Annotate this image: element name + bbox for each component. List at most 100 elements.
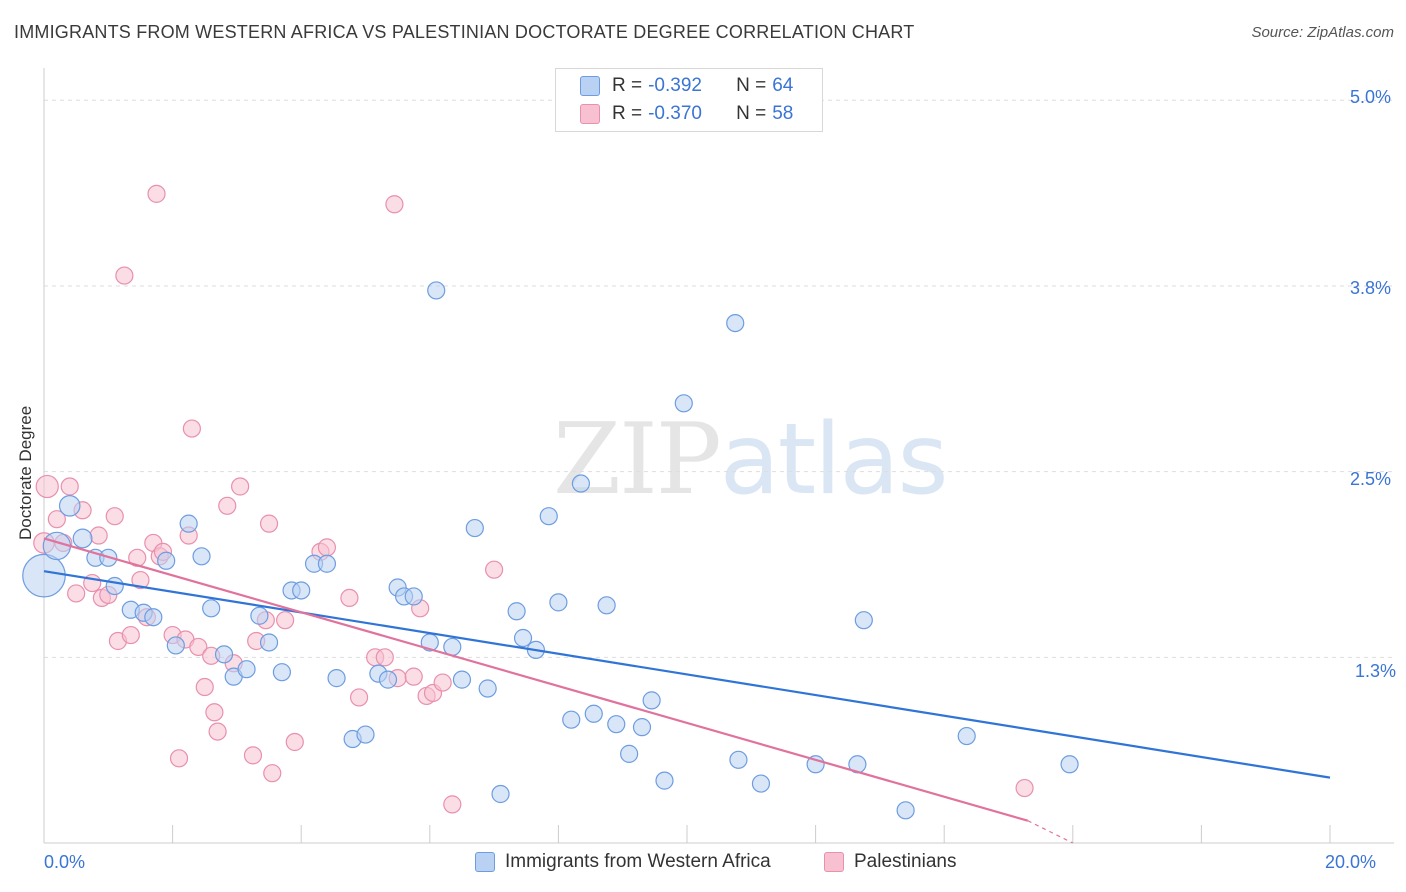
data-point xyxy=(237,660,256,679)
data-point xyxy=(22,553,66,598)
gridlines xyxy=(44,99,1394,658)
data-point xyxy=(655,771,674,790)
data-point xyxy=(58,495,81,517)
legend-n-label: N = xyxy=(736,103,767,124)
data-point xyxy=(443,795,462,814)
y-tick-label: 3.8% xyxy=(1350,278,1392,298)
data-point xyxy=(607,715,626,734)
trend-line-western-africa xyxy=(43,570,1331,779)
data-point xyxy=(427,281,446,300)
y-tick-label: 2.5% xyxy=(1350,469,1392,489)
data-point xyxy=(121,625,140,645)
data-point xyxy=(157,551,176,570)
data-point xyxy=(729,750,748,769)
data-point xyxy=(105,576,124,596)
series-swatch-blue xyxy=(475,852,495,872)
watermark-zip: ZIP xyxy=(553,403,722,517)
data-point xyxy=(465,518,484,538)
chart-title: IMMIGRANTS FROM WESTERN AFRICA VS PALEST… xyxy=(14,22,915,42)
data-point xyxy=(208,722,227,741)
data-point xyxy=(67,584,86,603)
data-point xyxy=(276,611,295,630)
legend-row-western-africa: R = -0.392 N = 64 xyxy=(580,72,793,100)
data-point xyxy=(89,526,108,545)
series-swatch-pink xyxy=(824,852,844,872)
data-point xyxy=(378,670,398,689)
data-point xyxy=(327,669,346,688)
y-tick-label: 1.3% xyxy=(1355,661,1397,681)
legend-swatch-pink xyxy=(580,104,600,124)
data-point xyxy=(404,667,423,686)
data-point xyxy=(182,419,201,438)
data-point xyxy=(632,718,652,737)
data-point xyxy=(259,514,279,533)
axes xyxy=(43,68,1394,844)
data-point xyxy=(726,313,745,333)
data-point xyxy=(35,474,59,499)
data-point xyxy=(356,725,375,744)
data-point xyxy=(549,593,568,612)
data-point xyxy=(259,633,279,652)
trend-line-palestinians xyxy=(43,537,1029,822)
x-tick-label-max: 20.0% xyxy=(1325,852,1377,872)
data-point xyxy=(485,560,504,579)
data-point xyxy=(192,547,211,566)
trend-line-palestinians-extension xyxy=(1027,820,1074,844)
data-point xyxy=(957,726,976,746)
correlation-legend: R = -0.392 N = 64 R = -0.370 N = 58 xyxy=(555,68,823,132)
data-point xyxy=(896,801,915,820)
legend-n-label: N = xyxy=(736,75,767,96)
data-point xyxy=(478,679,497,698)
data-point xyxy=(620,744,639,763)
data-point xyxy=(349,688,369,707)
data-point xyxy=(854,611,873,630)
data-point xyxy=(147,184,166,203)
data-point xyxy=(751,774,771,793)
data-point xyxy=(115,266,134,285)
data-point xyxy=(1015,778,1034,798)
data-point xyxy=(105,507,124,526)
data-point xyxy=(404,587,423,606)
data-point xyxy=(243,746,263,765)
series-legend-western-africa: Immigrants from Western Africa xyxy=(475,851,771,873)
data-point xyxy=(202,599,221,618)
data-point xyxy=(452,670,472,689)
legend-swatch-blue xyxy=(580,76,600,96)
data-point xyxy=(47,510,66,529)
legend-r-value: -0.392 xyxy=(648,75,702,96)
legend-n-value: 64 xyxy=(772,75,794,96)
data-point xyxy=(571,474,591,493)
data-point xyxy=(584,704,603,723)
data-point xyxy=(250,606,269,625)
data-point xyxy=(642,691,661,710)
data-point xyxy=(169,749,189,768)
legend-r-label: R = xyxy=(612,75,643,96)
data-point xyxy=(131,570,150,590)
data-point xyxy=(144,608,163,627)
data-point xyxy=(513,628,533,648)
data-point xyxy=(272,663,292,682)
data-point xyxy=(292,581,311,600)
source-label: Source: ZipAtlas.com xyxy=(1251,24,1394,41)
x-tick-label-min: 0.0% xyxy=(44,852,86,872)
data-point xyxy=(205,703,224,722)
data-point xyxy=(317,538,337,557)
data-point xyxy=(189,637,208,657)
legend-n-value: 58 xyxy=(772,103,794,124)
data-point xyxy=(491,784,510,804)
data-point xyxy=(214,645,234,664)
legend-r-label: R = xyxy=(612,103,643,124)
data-point xyxy=(562,710,581,729)
y-tick-label: 5.0% xyxy=(1350,87,1392,107)
data-point xyxy=(72,528,93,549)
data-point xyxy=(674,394,693,413)
series-legend-label: Immigrants from Western Africa xyxy=(505,851,771,872)
data-point xyxy=(231,477,250,496)
watermark: ZIPatlas xyxy=(553,403,949,517)
data-point xyxy=(317,554,337,573)
palestinians-points xyxy=(33,184,1034,814)
data-point xyxy=(263,764,282,783)
data-point xyxy=(179,514,198,533)
legend-r-value: -0.370 xyxy=(648,103,702,124)
